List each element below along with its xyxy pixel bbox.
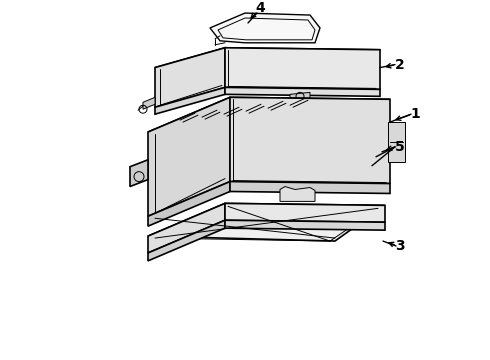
Polygon shape: [148, 97, 390, 134]
Polygon shape: [225, 87, 380, 96]
Polygon shape: [155, 48, 380, 72]
Polygon shape: [296, 121, 324, 144]
Polygon shape: [371, 156, 385, 164]
Polygon shape: [225, 220, 385, 230]
Polygon shape: [326, 135, 354, 149]
Text: 3: 3: [395, 239, 405, 253]
Polygon shape: [352, 157, 364, 168]
Polygon shape: [216, 150, 234, 161]
Polygon shape: [388, 122, 405, 162]
Polygon shape: [161, 167, 175, 173]
Polygon shape: [230, 97, 390, 184]
Polygon shape: [148, 220, 225, 261]
Polygon shape: [225, 203, 385, 222]
Polygon shape: [178, 167, 192, 177]
Polygon shape: [155, 48, 225, 107]
Polygon shape: [225, 48, 380, 89]
Polygon shape: [178, 176, 192, 182]
Polygon shape: [371, 146, 385, 159]
Polygon shape: [353, 141, 367, 154]
Polygon shape: [280, 186, 315, 201]
Polygon shape: [290, 93, 310, 102]
Text: 1: 1: [410, 107, 420, 121]
Polygon shape: [148, 203, 385, 241]
Text: 4: 4: [255, 1, 265, 15]
Text: 2: 2: [395, 58, 405, 72]
Polygon shape: [186, 142, 204, 157]
Text: 5: 5: [395, 140, 405, 154]
Polygon shape: [148, 97, 230, 216]
Polygon shape: [216, 136, 234, 154]
Polygon shape: [130, 160, 148, 186]
Polygon shape: [155, 87, 225, 114]
Polygon shape: [148, 181, 230, 226]
Polygon shape: [230, 181, 390, 193]
Polygon shape: [161, 158, 175, 169]
Polygon shape: [143, 97, 155, 109]
Polygon shape: [353, 151, 367, 159]
Polygon shape: [326, 117, 354, 140]
Polygon shape: [148, 203, 225, 253]
Polygon shape: [352, 166, 364, 172]
Polygon shape: [296, 139, 324, 153]
Polygon shape: [186, 154, 204, 163]
Polygon shape: [210, 13, 320, 43]
